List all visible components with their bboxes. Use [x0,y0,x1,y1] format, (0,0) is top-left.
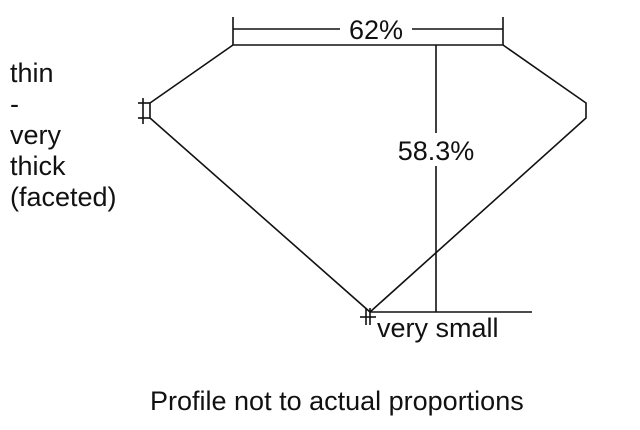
depth-percentage-label: 58.3% [398,136,475,166]
girdle-label-line: - [10,89,19,119]
girdle-label-line: thin [10,58,54,88]
table-percentage-label: 62% [349,15,403,45]
diagram-caption: Profile not to actual proportions [150,386,524,416]
culet-size-label: very small [377,313,499,343]
girdle-thickness-label: thin - very thick (faceted) [10,58,117,213]
girdle-label-line: very [10,120,62,150]
girdle-label-line: thick [10,151,66,181]
gem-outline [149,44,587,314]
girdle-label-line: (faceted) [10,182,117,212]
